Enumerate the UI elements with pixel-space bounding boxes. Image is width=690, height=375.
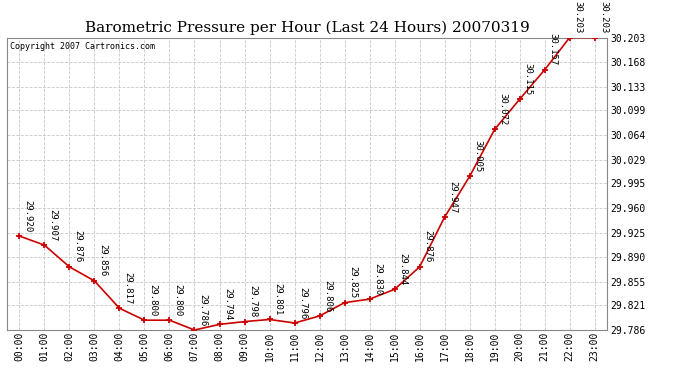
Text: 29.876: 29.876 bbox=[74, 231, 83, 263]
Text: 30.005: 30.005 bbox=[474, 140, 483, 172]
Text: 29.786: 29.786 bbox=[199, 294, 208, 326]
Text: 30.157: 30.157 bbox=[549, 33, 558, 66]
Text: Copyright 2007 Cartronics.com: Copyright 2007 Cartronics.com bbox=[10, 42, 155, 51]
Text: 29.800: 29.800 bbox=[148, 284, 157, 316]
Text: 29.876: 29.876 bbox=[424, 231, 433, 263]
Text: 29.830: 29.830 bbox=[374, 263, 383, 295]
Text: 29.856: 29.856 bbox=[99, 244, 108, 277]
Text: 30.203: 30.203 bbox=[574, 1, 583, 33]
Text: 29.800: 29.800 bbox=[174, 284, 183, 316]
Text: 30.072: 30.072 bbox=[499, 93, 508, 125]
Title: Barometric Pressure per Hour (Last 24 Hours) 20070319: Barometric Pressure per Hour (Last 24 Ho… bbox=[85, 21, 529, 35]
Text: 29.920: 29.920 bbox=[23, 200, 32, 232]
Text: 29.947: 29.947 bbox=[448, 181, 457, 213]
Text: 29.798: 29.798 bbox=[248, 285, 257, 317]
Text: 29.825: 29.825 bbox=[348, 266, 357, 298]
Text: 29.796: 29.796 bbox=[299, 286, 308, 319]
Text: 29.794: 29.794 bbox=[224, 288, 233, 320]
Text: 29.817: 29.817 bbox=[124, 272, 132, 304]
Text: 30.115: 30.115 bbox=[524, 63, 533, 95]
Text: 29.801: 29.801 bbox=[274, 283, 283, 315]
Text: 29.844: 29.844 bbox=[399, 253, 408, 285]
Text: 30.203: 30.203 bbox=[599, 1, 608, 33]
Text: 29.806: 29.806 bbox=[324, 279, 333, 312]
Text: 29.907: 29.907 bbox=[48, 209, 57, 241]
